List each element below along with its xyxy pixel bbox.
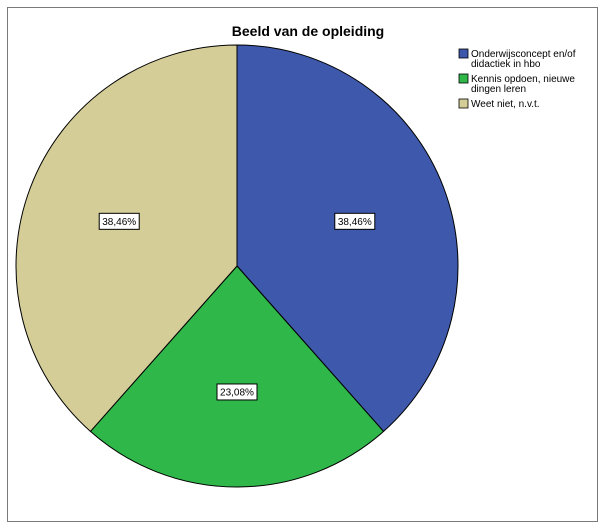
data-label-2: 38,46% [98,212,140,230]
pie-slice-0 [236,44,459,433]
pie-slice-1 [89,265,385,488]
legend-label-0-0: Onderwijsconcept en/of [471,49,576,60]
data-label-1: 23,08% [216,383,258,401]
legend-swatch-1 [458,73,469,84]
data-label-text-0: 38,46% [338,217,372,228]
data-label-0: 38,46% [334,212,376,230]
data-label-text-1: 23,08% [220,387,254,398]
legend-swatch-0 [458,48,469,59]
chart-title: Beeld van de opleiding [232,23,384,39]
data-label-box-0 [334,212,376,230]
data-label-box-2 [98,212,140,230]
legend-label-0-1: didactiek in hbo [471,59,541,70]
legend-swatch-2 [458,98,469,109]
pie-slices [15,44,459,488]
pie-slice-2 [15,44,238,433]
legend-label-1-0: Kennis opdoen, nieuwe [471,74,575,85]
legend-item-2: Weet niet, n.v.t. [458,98,540,110]
legend-label-2-0: Weet niet, n.v.t. [471,99,540,110]
legend-label-1-1: dingen leren [471,84,526,95]
data-label-box-1 [216,383,258,401]
data-label-text-2: 38,46% [102,217,136,228]
data-labels: 38,46% 23,08% 38,46% [98,212,376,401]
